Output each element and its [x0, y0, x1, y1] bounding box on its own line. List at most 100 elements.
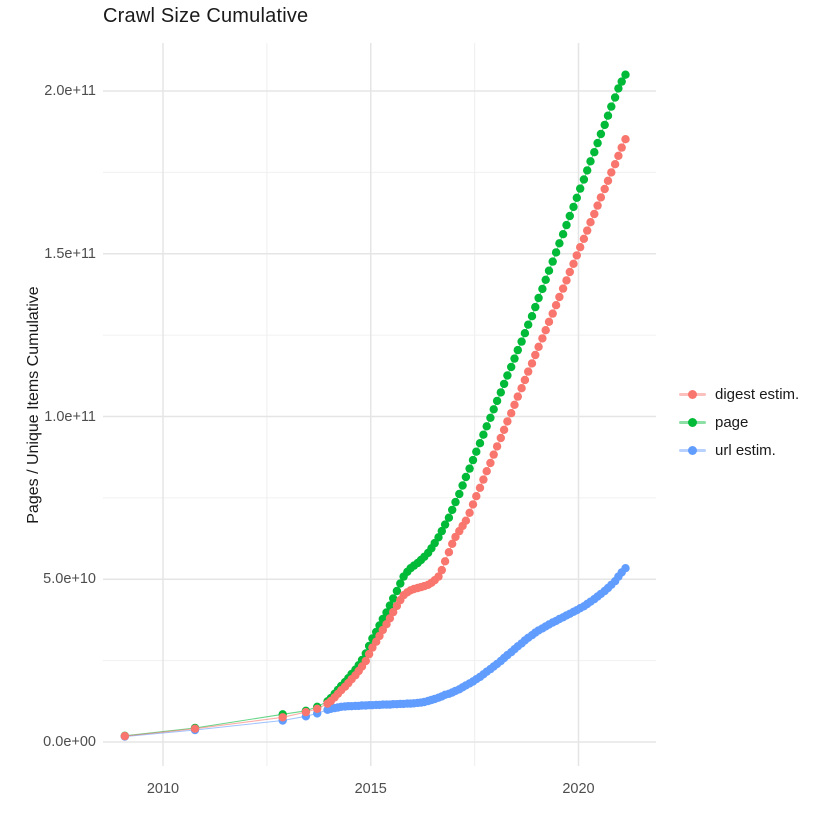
series-point-page: [510, 354, 519, 363]
series-point-page: [448, 505, 457, 515]
series-point-digest: [541, 326, 550, 335]
series-point-page: [486, 413, 495, 422]
series-point-digest: [482, 467, 491, 476]
series-point-digest: [278, 713, 287, 722]
series-point-digest: [603, 176, 613, 185]
x-tick-label: 2020: [562, 781, 595, 797]
series-point-page: [455, 489, 464, 499]
series-point-page: [579, 175, 589, 184]
series-point-digest: [586, 218, 595, 227]
series-point-digest: [548, 309, 557, 318]
series-point-digest: [593, 201, 602, 210]
series-point-digest: [534, 342, 543, 351]
series-point-page: [572, 193, 581, 202]
series-point-digest: [538, 334, 547, 343]
series-point-page: [465, 464, 474, 473]
series-point-digest: [513, 392, 522, 401]
series-point-page: [472, 447, 481, 456]
series-point-digest: [531, 350, 540, 360]
series-point-page: [507, 362, 516, 372]
series-point-digest: [503, 417, 512, 426]
series-point-digest: [475, 483, 485, 492]
series-point-page: [565, 211, 574, 221]
series-point-page: [503, 371, 512, 380]
series-point-page: [461, 472, 471, 482]
series-point-digest: [492, 442, 502, 451]
series-point-digest: [558, 284, 568, 293]
legend-key-icon: [679, 416, 706, 428]
y-axis-title: Pages / Unique Items Cumulative: [25, 286, 42, 524]
series-point-url: [621, 564, 630, 573]
series-point-page: [603, 111, 613, 120]
legend: digest estim. page url estim.: [679, 380, 799, 464]
series-point-page: [617, 77, 626, 86]
series-point-page: [531, 302, 540, 312]
series-point-page: [558, 230, 568, 239]
series-point-page: [517, 337, 526, 346]
x-tick-label: 2015: [354, 781, 387, 797]
legend-label: url estim.: [715, 441, 776, 459]
series-point-digest: [486, 458, 495, 468]
series-point-page: [437, 526, 446, 536]
legend-label: digest estim.: [715, 385, 800, 403]
series-point-page: [492, 396, 502, 406]
series-point-digest: [517, 384, 526, 393]
legend-item-page: page: [679, 408, 799, 436]
series-point-digest: [461, 516, 471, 525]
series-point-page: [499, 379, 509, 389]
series-point-digest: [621, 135, 630, 144]
series-point-digest: [524, 367, 533, 376]
series-point-page: [458, 481, 467, 490]
series-point-digest: [583, 226, 592, 235]
series-point-digest: [120, 731, 129, 741]
series-point-page: [396, 579, 405, 588]
series-point-page: [489, 405, 498, 414]
series-point-page: [434, 533, 443, 542]
series-point-digest: [448, 539, 457, 548]
series-point-digest: [496, 433, 505, 443]
series-point-digest: [468, 500, 478, 509]
series-point-page: [451, 497, 460, 507]
series-point-page: [583, 166, 592, 175]
series-point-digest: [579, 234, 589, 243]
y-tick-label: 2.0e+11: [44, 83, 96, 99]
legend-key-icon: [679, 444, 706, 456]
series-point-page: [520, 329, 530, 338]
series-point-page: [440, 520, 450, 529]
series-point-page: [538, 284, 547, 294]
series-point-digest: [507, 409, 516, 418]
series-point-page: [496, 388, 505, 397]
series-point-digest: [562, 276, 571, 285]
series-point-page: [607, 102, 616, 111]
series-point-digest: [440, 557, 450, 566]
series-point-digest: [596, 193, 606, 202]
series-point-page: [482, 422, 491, 431]
series-point-page: [586, 157, 595, 166]
y-tick-label: 0.0e+00: [43, 734, 96, 750]
series-point-digest: [576, 243, 585, 252]
series-point-page: [621, 70, 630, 79]
series-point-digest: [364, 649, 374, 659]
series-point-digest: [444, 548, 454, 557]
series-point-digest: [617, 143, 626, 152]
series-point-page: [551, 248, 561, 257]
series-point-page: [590, 148, 599, 157]
series-point-digest: [313, 704, 322, 713]
series-point-page: [524, 320, 533, 329]
series-point-digest: [301, 707, 311, 717]
series-point-page: [593, 138, 602, 148]
series-point-page: [389, 594, 398, 603]
series-point-digest: [385, 614, 395, 623]
series-point-page: [475, 439, 485, 448]
series-point-digest: [555, 292, 564, 302]
series-point-digest: [520, 375, 530, 385]
series-point-page: [562, 220, 571, 230]
series-point-digest: [527, 359, 537, 368]
series-point-page: [468, 455, 478, 465]
series-point-page: [548, 257, 557, 266]
series-point-page: [534, 293, 543, 303]
series-point-digest: [510, 400, 519, 409]
series-point-digest: [551, 301, 561, 310]
